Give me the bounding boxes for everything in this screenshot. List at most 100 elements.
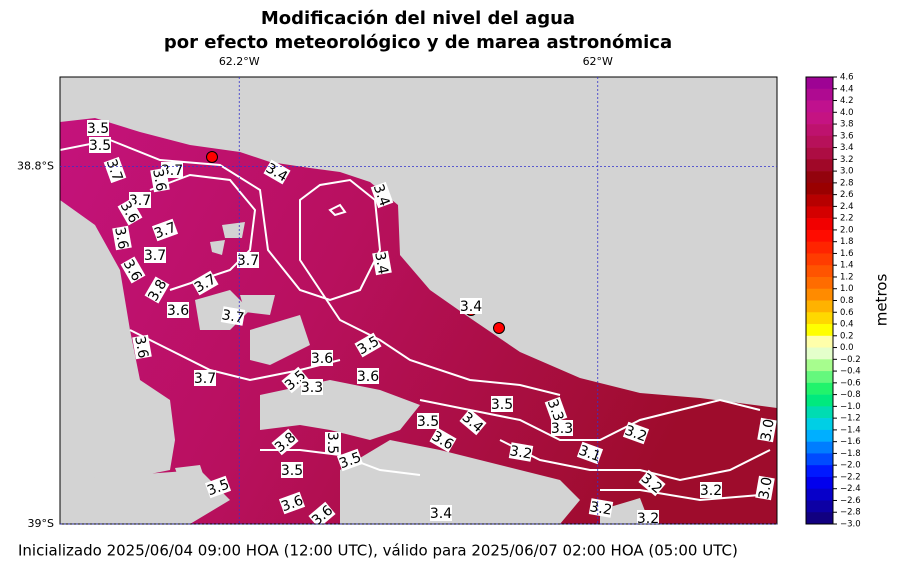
colorbar-tick-label: −0.6 [840, 378, 861, 388]
water [60, 200, 650, 524]
colorbar-tick-label: −0.4 [840, 367, 861, 377]
colorbar-tick-label: −2.2 [840, 472, 861, 482]
colorbar-band [806, 135, 833, 148]
colorbar-tick-label: 0.8 [840, 296, 854, 306]
label-bg [372, 250, 392, 276]
colorbar-tick-label: −2.8 [840, 508, 861, 518]
contour-label-text: 3.2 [588, 499, 613, 519]
contour-label-text: 3.5 [337, 450, 363, 473]
colorbar-band [806, 429, 833, 442]
contour-label: 3.5 [204, 475, 232, 499]
contour-label: 3.5 [491, 396, 513, 413]
label-bg [757, 417, 777, 443]
contour-label: 3.5 [281, 462, 303, 479]
colorbar-tick-label: −1.8 [840, 449, 861, 459]
label-bg [89, 137, 111, 153]
contour-label-text: 3.6 [357, 369, 379, 385]
colorbar-tick-label: 1.0 [840, 284, 854, 294]
colorbar-band [806, 488, 833, 501]
colorbar-tick-label: −1.6 [840, 437, 861, 447]
contour-label-text: 3.5 [417, 414, 439, 430]
contour-label: 3.5 [89, 137, 111, 154]
colorbar-tick-label: 4.4 [840, 84, 854, 94]
contour-label-text: 3.4 [430, 506, 452, 522]
label-bg [429, 427, 457, 453]
label-bg [167, 302, 189, 318]
label-bg [191, 270, 219, 296]
contour-label: 3.5 [417, 413, 439, 430]
label-bg [120, 256, 146, 284]
colorbar-tick-label: 1.8 [840, 237, 854, 247]
colorbar-tick-label: 0.0 [840, 343, 854, 353]
contour-label: 3.6 [167, 302, 189, 319]
contour-label-text: 3.2 [637, 511, 659, 527]
x-tick-label: 62.2°W [219, 55, 260, 68]
colorbar-band [806, 182, 833, 195]
contour-label-text: 3.3 [544, 397, 567, 423]
title-line: Modificación del nivel del agua [261, 8, 575, 29]
contour-label-text: 3.3 [301, 380, 323, 396]
contour-label: 3.4 [460, 298, 482, 315]
map-frame [59, 76, 778, 525]
contour-label-text: 3.6 [149, 168, 169, 193]
label-bg [150, 167, 170, 193]
colorbar-band [806, 335, 833, 348]
label-bg [281, 462, 303, 478]
contour-label-text: 3.0 [758, 418, 778, 443]
label-bg [144, 276, 170, 304]
contour-labels: 3.53.53.7 3.73.6 3.43.43.73.63.73.63.7 3.43… [87, 120, 778, 527]
label-bg [551, 420, 573, 436]
y-tick-label: 39°S [28, 517, 54, 530]
colorbar-tick-label: 1.6 [840, 249, 854, 259]
label-bg [588, 498, 614, 518]
y-tick-label: 38.8°S [17, 159, 54, 172]
label-bg [638, 469, 666, 497]
colorbar-tick-label: −0.2 [840, 355, 861, 365]
contour-label-text: 3.0 [756, 476, 776, 501]
colorbar-band [806, 276, 833, 290]
label-bg [103, 156, 127, 184]
contour-label: 3.6 [311, 350, 333, 367]
colorbar-tick-label: 4.2 [840, 96, 854, 106]
colorbar-band [806, 406, 833, 419]
contour-label: 3.2 [622, 421, 650, 445]
contour-label: 3.6 [278, 491, 306, 515]
map-area: 3.53.53.7 3.73.6 3.43.43.73.63.73.63.7 3.43… [60, 77, 778, 527]
colorbar-tick-label: −0.8 [840, 390, 861, 400]
contour-label: 3.7 [151, 218, 179, 242]
contour-label-text: 3.6 [131, 335, 151, 360]
colorbar-band [806, 453, 833, 466]
colorbar-tick-label: 3.8 [840, 120, 854, 130]
label-bg [491, 396, 513, 412]
contour-label: 3.5 [336, 448, 364, 473]
colorbar-frame [805, 76, 834, 525]
contour-label-text: 3.7 [103, 157, 126, 183]
colorbar-band [806, 124, 833, 137]
label-bg [194, 370, 216, 386]
contour-label: 3.6 [149, 167, 170, 193]
contour-label: 3.7 [103, 156, 127, 184]
contour-label-text: 3.4 [370, 182, 393, 208]
colorbar-tick-label: 0.2 [840, 331, 854, 341]
colorbar-tick-label: −2.0 [840, 461, 861, 471]
colorbar-band [806, 359, 833, 372]
colorbar-tick-label: 2.6 [840, 190, 854, 200]
label-bg [237, 252, 259, 268]
contour-label-text: 3.2 [508, 443, 533, 463]
colorbar-tick-label: 3.4 [840, 143, 854, 153]
colorbar-tick-label: 4.0 [840, 108, 854, 118]
colorbar-band [806, 171, 833, 184]
contour-label-text: 3.5 [89, 138, 111, 154]
contour-label: 3.5 [87, 120, 109, 137]
label-bg [508, 442, 534, 462]
label-bg [325, 432, 341, 454]
contour-label: 3.3 [301, 379, 323, 396]
contour-label-text: 3.4 [371, 251, 391, 276]
label-bg [700, 482, 722, 498]
label-bg [308, 501, 336, 524]
colorbar-tick-label: 1.4 [840, 261, 854, 271]
contour-label: 3.3 [551, 420, 573, 437]
contour-label: 3.2 [637, 510, 659, 527]
contour-label: 3.3 [544, 396, 568, 424]
